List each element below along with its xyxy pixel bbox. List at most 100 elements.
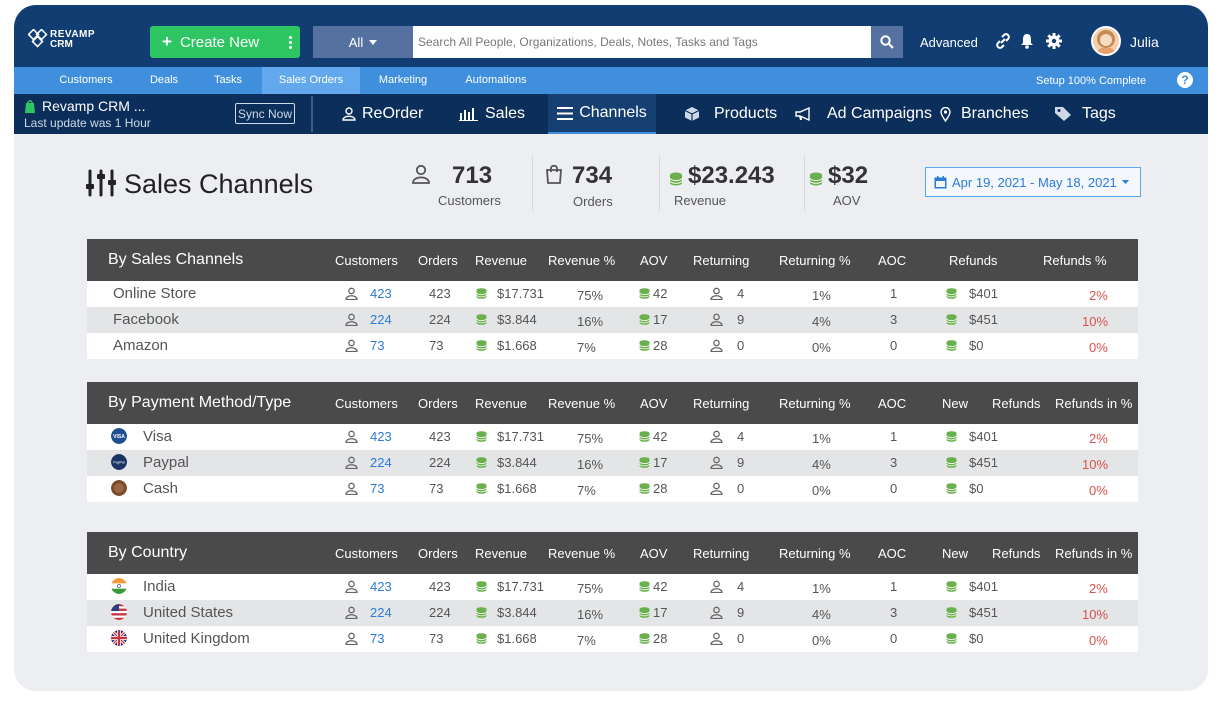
column-header[interactable]: Returning xyxy=(693,546,750,561)
caret-down-icon xyxy=(369,39,378,45)
tab-tasks[interactable]: Tasks xyxy=(213,74,243,86)
search-button[interactable] xyxy=(871,26,903,58)
subnav-item-channels[interactable]: Channels xyxy=(548,94,656,134)
column-header[interactable]: Orders xyxy=(418,253,458,268)
subnav-item-tags[interactable]: Tags xyxy=(1054,94,1116,134)
column-header[interactable]: Customers xyxy=(335,396,398,411)
column-header[interactable]: Revenue xyxy=(475,396,528,411)
stat-label: AOV xyxy=(833,193,861,208)
advanced-search-link[interactable]: Advanced xyxy=(920,35,978,50)
link-icon[interactable] xyxy=(994,32,1012,50)
customers-link[interactable]: 224 xyxy=(370,605,392,620)
help-icon[interactable]: ? xyxy=(1177,72,1193,88)
user-name[interactable]: Julia xyxy=(1130,34,1159,50)
tab-deals[interactable]: Deals xyxy=(149,74,179,86)
search-icon xyxy=(880,35,894,49)
coins-icon xyxy=(946,431,957,442)
table-row[interactable]: United Kingdom 73 73 $1.668 7% 28 0 0% 0 $0 0% xyxy=(87,626,1138,652)
stat-label: Customers xyxy=(438,193,501,208)
column-header[interactable]: Refunds xyxy=(992,546,1041,561)
sync-now-button[interactable]: Sync Now xyxy=(235,103,295,124)
stat-value: $23.243 xyxy=(688,162,775,189)
table-row[interactable]: India 423 423 $17.731 75% 42 4 1% 1 $401 2% xyxy=(87,574,1138,600)
table-header: By Sales Channels Customers Orders Revenue R… xyxy=(87,239,1138,281)
refunds-pct-value: 10% xyxy=(1082,457,1109,472)
column-header[interactable]: Orders xyxy=(418,546,458,561)
tab-sales-orders[interactable]: Sales Orders xyxy=(262,67,360,94)
column-header[interactable]: Returning xyxy=(693,253,750,268)
customers-link[interactable]: 73 xyxy=(370,631,385,646)
column-header[interactable]: New xyxy=(942,396,969,411)
column-header[interactable]: Returning % xyxy=(779,396,851,411)
create-new-button[interactable]: + Create New xyxy=(150,26,300,58)
column-header[interactable]: Revenue xyxy=(475,546,528,561)
table-row[interactable]: VISA Visa 423 423 $17.731 75% 42 4 1% 1 $401 2% xyxy=(87,424,1138,450)
column-header[interactable]: Refunds % xyxy=(1043,253,1107,268)
refunds-value: $0 xyxy=(969,338,984,353)
customers-link[interactable]: 73 xyxy=(370,481,385,496)
column-header[interactable]: Revenue % xyxy=(548,546,616,561)
column-header[interactable]: Revenue % xyxy=(548,253,616,268)
search-scope-select[interactable]: All xyxy=(313,26,413,58)
table-row[interactable]: Amazon 73 73 $1.668 7% 28 0 0% 0 $0 0% xyxy=(87,333,1138,359)
bell-icon[interactable] xyxy=(1018,32,1036,50)
column-header[interactable]: Customers xyxy=(335,546,398,561)
table-row[interactable]: PayPal Paypal 224 224 $3.844 16% 17 9 4% 3 $451 10% xyxy=(87,450,1138,476)
subnav-item-branches[interactable]: Branches xyxy=(940,94,1029,134)
table-row[interactable]: Cash 73 73 $1.668 7% 28 0 0% 0 $0 0% xyxy=(87,476,1138,502)
coins-icon xyxy=(946,288,957,299)
aoc-value: 3 xyxy=(890,312,898,327)
column-header[interactable]: New xyxy=(942,546,969,561)
aov-value: 17 xyxy=(653,455,668,470)
subnav-item-products[interactable]: Products xyxy=(684,94,777,134)
customers-link[interactable]: 224 xyxy=(370,455,392,470)
column-header[interactable]: Returning xyxy=(693,396,750,411)
column-header[interactable]: Customers xyxy=(335,253,398,268)
column-header[interactable]: Orders xyxy=(418,396,458,411)
column-header[interactable]: AOC xyxy=(878,396,907,411)
column-header[interactable]: AOC xyxy=(878,546,907,561)
coins-icon xyxy=(639,483,650,494)
gear-icon[interactable] xyxy=(1045,32,1063,50)
column-header[interactable]: AOC xyxy=(878,253,907,268)
column-header[interactable]: AOV xyxy=(640,253,668,268)
coins-icon xyxy=(639,314,650,325)
orders-value: 423 xyxy=(429,286,451,301)
paypal-badge-text: PayPal xyxy=(113,461,125,465)
table-row[interactable]: Online Store 423 423 $17.731 75% 42 4 1% 1 $401 2% xyxy=(87,281,1138,307)
customers-link[interactable]: 73 xyxy=(370,338,385,353)
column-header[interactable]: Refunds in % xyxy=(1055,546,1133,561)
customers-link[interactable]: 423 xyxy=(370,579,392,594)
table-row[interactable]: United States 224 224 $3.844 16% 17 9 4% 3 $451 10… xyxy=(87,600,1138,626)
setup-status[interactable]: Setup 100% Complete xyxy=(1036,75,1147,87)
date-range-picker[interactable]: Apr 19, 2021 - May 18, 2021 xyxy=(925,167,1141,197)
divider xyxy=(659,155,660,211)
column-header[interactable]: AOV xyxy=(640,546,668,561)
subnav-item-sales[interactable]: Sales xyxy=(459,94,525,134)
refunds-value: $0 xyxy=(969,481,984,496)
column-header[interactable]: Refunds in % xyxy=(1055,396,1133,411)
refunds-pct-value: 0% xyxy=(1089,633,1108,648)
column-header[interactable]: Revenue xyxy=(475,253,528,268)
user-icon xyxy=(710,287,723,300)
tab-customers[interactable]: Customers xyxy=(59,74,113,86)
more-options-icon[interactable] xyxy=(280,26,300,58)
search-input[interactable] xyxy=(413,26,871,58)
subnav-item-reorder[interactable]: ReOrder xyxy=(342,94,423,134)
subnav-item-ad-campaigns[interactable]: Ad Campaigns xyxy=(795,94,932,134)
avatar[interactable] xyxy=(1091,26,1121,56)
customers-link[interactable]: 224 xyxy=(370,312,392,327)
table-row[interactable]: Facebook 224 224 $3.844 16% 17 9 4% 3 $451 10% xyxy=(87,307,1138,333)
tab-marketing[interactable]: Marketing xyxy=(378,74,428,86)
column-header[interactable]: Refunds xyxy=(949,253,998,268)
column-header[interactable]: AOV xyxy=(640,396,668,411)
logo[interactable]: REVAMP CRM xyxy=(28,27,108,53)
customers-link[interactable]: 423 xyxy=(370,286,392,301)
tab-automations[interactable]: Automations xyxy=(465,74,527,86)
coins-icon xyxy=(946,607,957,618)
column-header[interactable]: Refunds xyxy=(992,396,1041,411)
column-header[interactable]: Returning % xyxy=(779,546,851,561)
column-header[interactable]: Revenue % xyxy=(548,396,616,411)
column-header[interactable]: Returning % xyxy=(779,253,851,268)
customers-link[interactable]: 423 xyxy=(370,429,392,444)
